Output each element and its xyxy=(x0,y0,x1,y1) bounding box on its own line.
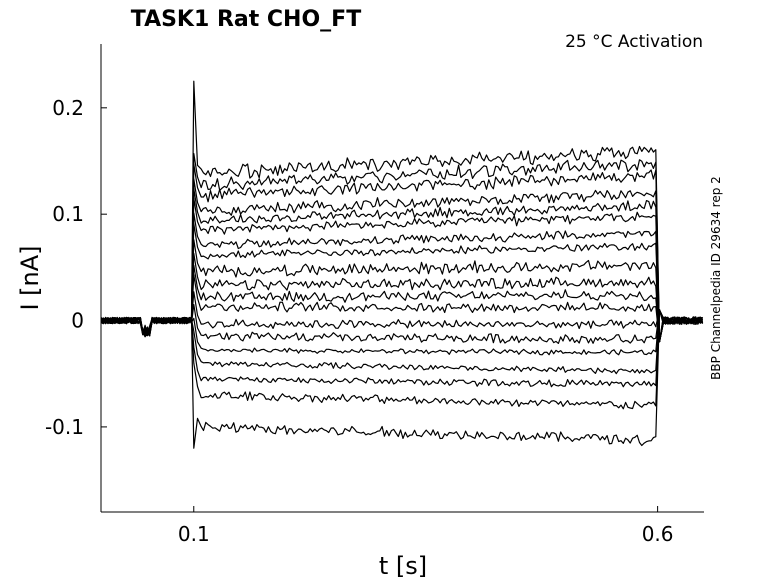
current-trace-11 xyxy=(100,264,703,343)
current-trace-19 xyxy=(100,309,703,449)
current-trace-18 xyxy=(100,309,704,410)
current-trace-14 xyxy=(100,304,704,344)
current-trace-13 xyxy=(100,291,704,337)
current-trace-8 xyxy=(100,223,703,343)
current-traces xyxy=(100,80,704,449)
current-trace-7 xyxy=(100,212,704,343)
y-ticks: 0.2 0.1 0 -0.1 xyxy=(45,96,107,439)
current-trace-3 xyxy=(100,163,703,343)
x-axis-label: t [s] xyxy=(379,552,427,580)
current-trace-9 xyxy=(100,239,704,343)
x-ticks: 0.1 0.6 xyxy=(178,506,674,546)
current-trace-15 xyxy=(100,309,703,356)
current-trace-12 xyxy=(100,274,704,343)
current-trace-4 xyxy=(100,178,704,343)
x-tick-label: 0.6 xyxy=(642,522,674,546)
current-trace-2 xyxy=(100,153,703,343)
current-trace-10 xyxy=(100,252,704,343)
current-trace-1 xyxy=(100,80,703,343)
temperature-protocol-label: 25 °C Activation xyxy=(565,32,703,52)
y-tick-label: 0 xyxy=(71,309,84,333)
y-tick-label: 0.2 xyxy=(52,96,84,120)
x-tick-label: 0.1 xyxy=(178,522,210,546)
y-axis-label: I [nA] xyxy=(16,245,44,310)
current-trace-5 xyxy=(100,188,704,343)
channelpedia-id-label: BBP Channelpedia ID 29634 rep 2 xyxy=(709,176,723,380)
current-trace-17 xyxy=(100,309,704,388)
y-tick-label: -0.1 xyxy=(45,415,84,439)
current-trace-16 xyxy=(100,309,704,375)
chart-title: TASK1 Rat CHO_FT xyxy=(131,7,361,32)
y-tick-label: 0.1 xyxy=(52,202,84,226)
current-trace-6 xyxy=(100,197,703,343)
